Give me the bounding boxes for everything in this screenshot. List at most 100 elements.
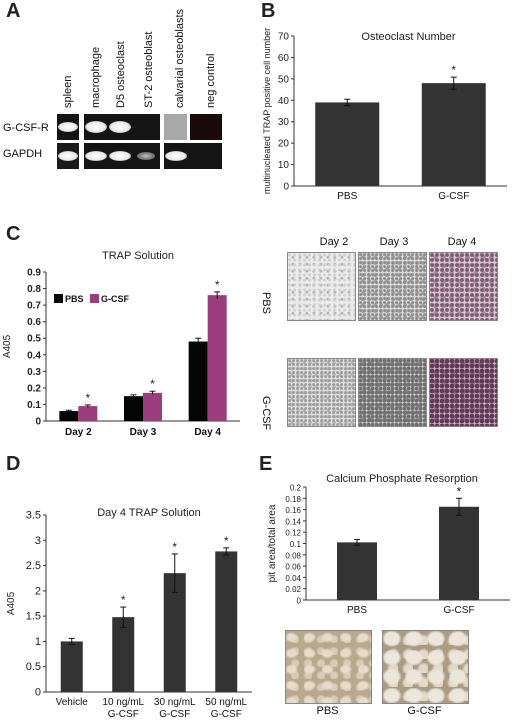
significance-marker: * xyxy=(215,278,220,292)
micrograph-col-label: Day 4 xyxy=(447,236,477,248)
gel-band xyxy=(137,152,155,160)
y-axis-label: pit area/total area xyxy=(267,504,278,582)
gel-lane-label: calvarial osteoblasts xyxy=(174,8,186,108)
micrograph-e-label: G-CSF xyxy=(407,705,442,717)
gel-lane-label: D5 osteoclast xyxy=(115,41,127,108)
y-tick-label: 0.5 xyxy=(26,661,41,673)
y-tick-label: 3.5 xyxy=(26,510,41,522)
bar xyxy=(439,506,479,600)
y-tick-label: 50 xyxy=(278,74,290,85)
gel-lane-label: ST-2 osteoblast xyxy=(143,32,155,108)
significance-marker: * xyxy=(85,391,90,405)
y-tick-label: 0.16 xyxy=(285,506,301,515)
x-tick-label: Day 2 xyxy=(65,427,92,438)
gel-band xyxy=(85,151,107,161)
y-tick-label: 0.1 xyxy=(27,400,41,411)
gel-band xyxy=(58,151,78,161)
bar xyxy=(112,617,135,692)
chart-title: TRAP Solution xyxy=(102,250,174,262)
gel-lane-label: neg control xyxy=(205,54,217,108)
micrograph-pbs-day2 xyxy=(287,252,356,321)
legend-label: PBS xyxy=(65,294,84,304)
y-tick-label: 30 xyxy=(278,117,290,128)
y-tick-label: 0.06 xyxy=(285,563,301,572)
x-tick-label: PBS xyxy=(337,191,357,202)
bar xyxy=(215,551,238,692)
chart-panel-b: Osteoclast Number multinucleated TRAP pos… xyxy=(262,28,507,202)
chart-panel-c: TRAP Solution A405 0 0.1 0.2 0.3 0.4 0.5 0.6 0.7 0… xyxy=(2,250,240,438)
y-tick-label: 0.18 xyxy=(285,495,301,504)
micrograph-e-gcsf xyxy=(382,630,469,704)
micrograph-row-label: PBS xyxy=(260,292,272,315)
y-tick-label: 0 xyxy=(283,182,289,193)
micrograph-row-label: G-CSF xyxy=(260,396,272,431)
significance-marker: * xyxy=(224,534,229,548)
gel-lane-label: spleen xyxy=(62,76,74,108)
bar xyxy=(315,102,380,186)
y-tick-label: 0.6 xyxy=(27,317,41,328)
y-tick-label: 40 xyxy=(278,96,290,107)
y-tick-label: 0 xyxy=(297,597,302,606)
bar xyxy=(421,83,486,186)
y-tick-label: 0.5 xyxy=(27,334,41,345)
gel-row-label: G-CSF-R xyxy=(3,122,49,134)
y-tick-label: 0 xyxy=(35,687,41,699)
gel-band xyxy=(109,151,131,161)
x-tick-label: Day 4 xyxy=(194,427,221,438)
gel-band xyxy=(85,121,107,133)
chart-title: Calcium Phosphate Resorption xyxy=(326,473,478,485)
micrograph-e-label: PBS xyxy=(316,705,339,717)
gel-strip-gcsfr-calv xyxy=(164,114,187,140)
bar xyxy=(188,341,208,421)
y-tick-label: 0 xyxy=(35,417,41,428)
gel-band xyxy=(165,151,187,161)
bar xyxy=(163,573,186,692)
y-tick-label: 70 xyxy=(278,32,290,43)
y-axis-label: A405 xyxy=(6,591,17,615)
micrograph-pbs-day4 xyxy=(429,252,498,321)
bar xyxy=(78,406,98,421)
micrograph-e-pbs xyxy=(285,630,372,704)
y-tick-label: 0.1 xyxy=(290,540,302,549)
y-tick-label: 3 xyxy=(35,535,41,547)
panel-letter-b: B xyxy=(261,0,276,22)
y-tick-label: 60 xyxy=(278,53,290,64)
y-tick-label: 10 xyxy=(278,160,290,171)
y-tick-label: 0.2 xyxy=(27,383,41,394)
bar xyxy=(59,411,79,421)
y-tick-label: 1.5 xyxy=(26,611,41,623)
x-tick-label: G-CSF xyxy=(438,191,469,202)
micrograph-gcsf-day4 xyxy=(429,358,498,427)
y-tick-label: 0.2 xyxy=(290,484,302,493)
significance-marker: * xyxy=(457,484,462,498)
significance-marker: * xyxy=(172,540,177,554)
x-tick-label: 30 ng/mL xyxy=(154,697,196,708)
y-tick-label: 0.02 xyxy=(285,585,301,594)
x-tick-label: Day 3 xyxy=(130,427,157,438)
bar xyxy=(124,396,143,421)
y-axis-label: A405 xyxy=(2,334,13,358)
gel-band xyxy=(109,121,131,133)
y-tick-label: 0.08 xyxy=(285,551,301,560)
panel-letter-a: A xyxy=(6,0,21,22)
y-tick-label: 2 xyxy=(35,585,41,597)
x-tick-label: G-CSF xyxy=(211,709,242,718)
significance-marker: * xyxy=(150,377,155,391)
x-tick-label: Vehicle xyxy=(56,697,89,708)
gel-lane-label: macrophage xyxy=(90,47,102,108)
micrograph-col-label: Day 3 xyxy=(379,236,409,248)
y-tick-label: 0.04 xyxy=(285,574,301,583)
legend-swatch xyxy=(90,294,99,303)
x-tick-label: G-CSF xyxy=(443,605,474,616)
legend-swatch xyxy=(54,294,63,303)
legend-label: G-CSF xyxy=(101,294,130,304)
y-tick-label: 2.5 xyxy=(26,560,41,572)
bar xyxy=(207,295,227,421)
x-tick-label: PBS xyxy=(347,605,367,616)
chart-title: Osteoclast Number xyxy=(361,31,455,43)
micrograph-gcsf-day3 xyxy=(358,358,427,427)
panel-letter-e: E xyxy=(259,453,273,475)
gel-row-label: GAPDH xyxy=(3,148,42,160)
chart-title: Day 4 TRAP Solution xyxy=(97,507,201,519)
y-tick-label: 0.14 xyxy=(285,517,301,526)
